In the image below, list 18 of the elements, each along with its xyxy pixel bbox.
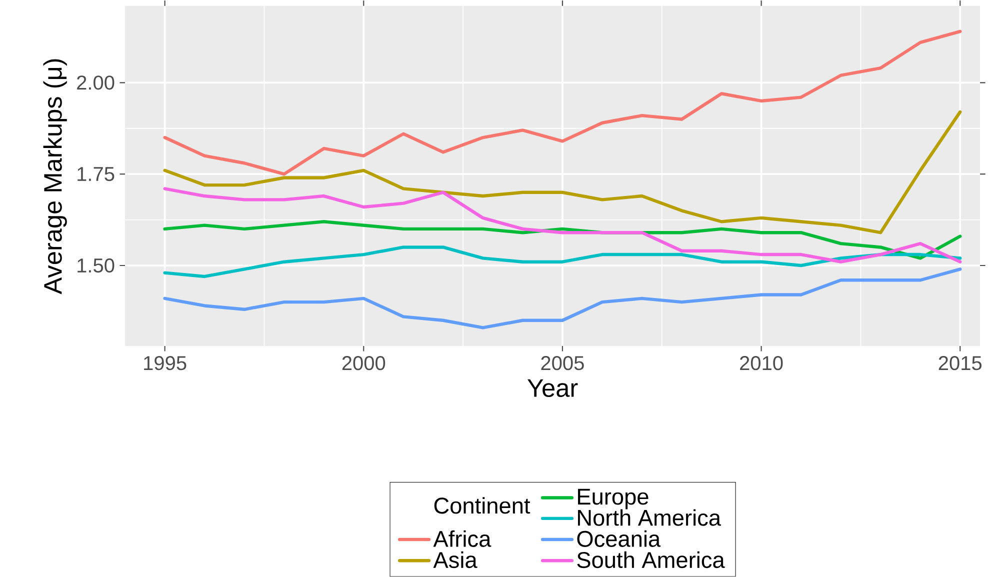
line-series (163, 30, 962, 176)
y-tick-label: 1.75 (78, 167, 114, 182)
legend-label: Africa (433, 530, 492, 548)
x-tick-label: 2015 (938, 356, 982, 370)
legend-title: Continent (434, 497, 530, 514)
x-tick-label: 1995 (144, 356, 186, 370)
x-tick-label: 2010 (740, 356, 783, 370)
y-tick-label: 1.50 (78, 258, 114, 273)
legend-label: North America (578, 509, 722, 526)
y-tick-label: 2.00 (77, 76, 114, 90)
legend-label: South America (577, 552, 725, 568)
legend-label: Oceania (577, 530, 661, 548)
legend-label: Europe (578, 489, 648, 510)
x-tick-label: 2005 (541, 356, 584, 370)
y-axis-title: Average Markups (μ) (43, 59, 67, 294)
x-axis-title: Year (527, 379, 578, 398)
legend-label: Asia (433, 552, 478, 568)
x-tick-label: 2000 (342, 356, 386, 370)
